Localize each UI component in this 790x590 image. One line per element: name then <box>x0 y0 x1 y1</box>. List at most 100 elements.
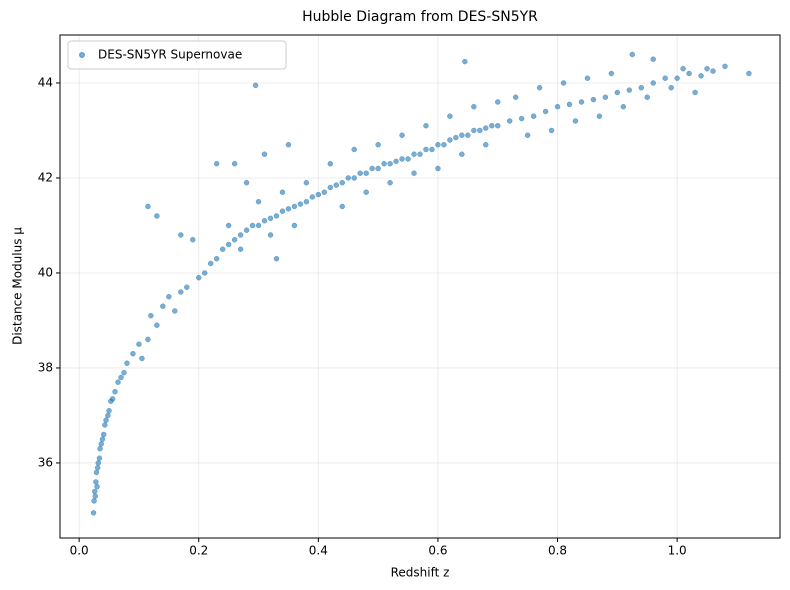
point <box>90 510 97 516</box>
point <box>109 396 116 402</box>
point <box>255 222 262 229</box>
point <box>590 96 597 103</box>
point <box>638 84 645 91</box>
point <box>626 87 633 93</box>
point <box>267 232 274 238</box>
point <box>680 65 686 72</box>
legend-label: DES-SN5YR Supernovae <box>98 48 242 62</box>
point <box>554 103 561 110</box>
y-tick-label: 36 <box>38 455 53 469</box>
point <box>252 82 259 89</box>
point <box>321 189 328 195</box>
point <box>94 483 100 490</box>
point <box>746 70 752 77</box>
point <box>620 103 627 110</box>
point <box>578 99 585 105</box>
point <box>166 293 172 300</box>
point <box>98 441 105 447</box>
point <box>92 493 99 499</box>
point <box>100 431 107 438</box>
point <box>97 445 103 452</box>
point <box>105 412 111 419</box>
point <box>327 184 334 191</box>
point <box>494 99 501 105</box>
point <box>231 236 238 243</box>
point <box>650 80 656 86</box>
point <box>483 141 489 148</box>
point <box>393 158 399 165</box>
point <box>530 113 537 119</box>
point <box>93 479 99 485</box>
point <box>279 189 286 195</box>
x-tick-label: 0.6 <box>428 544 447 558</box>
point <box>518 115 525 122</box>
point <box>315 191 322 198</box>
x-tick-label: 1.0 <box>668 544 687 558</box>
point <box>112 388 118 395</box>
point <box>471 127 477 134</box>
point <box>506 118 513 124</box>
point <box>536 84 543 91</box>
point <box>512 94 519 100</box>
point <box>225 222 232 229</box>
point <box>459 151 465 157</box>
point <box>99 436 106 442</box>
point <box>435 165 441 172</box>
y-tick-label: 40 <box>38 265 53 279</box>
point <box>375 141 381 148</box>
point <box>285 141 292 148</box>
point <box>560 80 567 86</box>
point <box>339 203 346 210</box>
point <box>429 146 435 153</box>
y-tick-label: 44 <box>38 75 53 89</box>
point <box>145 336 151 343</box>
point <box>95 460 102 466</box>
point <box>369 165 375 172</box>
point <box>207 260 214 267</box>
point <box>399 132 405 138</box>
legend-box <box>67 40 287 70</box>
point <box>387 179 393 186</box>
point <box>118 374 124 381</box>
point <box>145 203 151 210</box>
point <box>399 156 405 162</box>
point <box>542 108 549 115</box>
point <box>489 122 495 129</box>
point <box>351 175 357 181</box>
point <box>309 194 316 200</box>
x-tick-label: 0.4 <box>309 544 328 558</box>
point <box>614 89 621 96</box>
point <box>154 322 160 328</box>
point <box>602 94 609 100</box>
point <box>96 455 103 461</box>
point <box>297 201 304 207</box>
point <box>698 73 704 79</box>
point <box>339 179 346 186</box>
chart-title: Hubble Diagram from DES-SN5YR <box>302 9 538 25</box>
point <box>411 151 417 157</box>
point <box>477 127 483 134</box>
x-tick-label: 0.2 <box>189 544 208 558</box>
point <box>629 51 636 58</box>
point <box>471 103 477 110</box>
point <box>447 137 453 143</box>
point <box>435 141 441 148</box>
point <box>566 101 573 108</box>
point <box>121 369 127 376</box>
point <box>303 179 310 186</box>
point <box>115 379 121 385</box>
point <box>447 113 453 119</box>
point <box>584 75 591 81</box>
point <box>213 160 220 167</box>
point <box>650 56 656 62</box>
point <box>136 341 142 347</box>
point <box>363 170 369 176</box>
point <box>704 65 710 72</box>
point <box>363 189 369 195</box>
point <box>459 132 465 138</box>
legend-marker <box>79 52 85 58</box>
point <box>327 160 334 167</box>
point <box>201 270 208 276</box>
point <box>243 179 250 186</box>
